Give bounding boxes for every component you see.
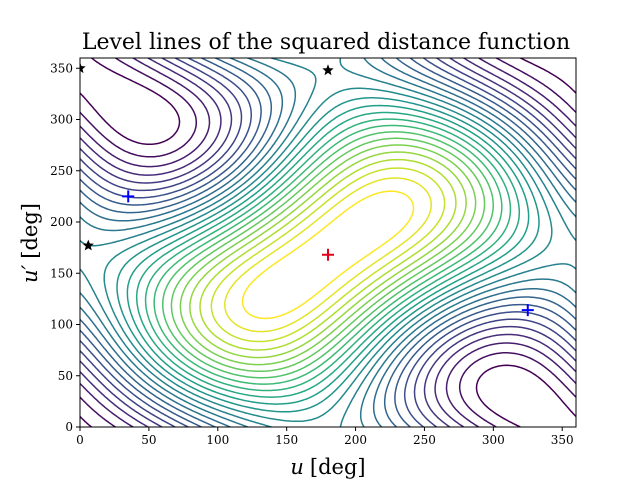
y-tick-label: 250	[50, 164, 73, 178]
x-axis-label: u [deg]	[290, 455, 365, 479]
contour-line	[80, 58, 576, 427]
contour-line	[224, 177, 432, 333]
y-tick-label: 350	[50, 61, 73, 75]
y-tick-label: 300	[50, 113, 73, 127]
contour-line	[135, 111, 521, 398]
x-tick-label: 350	[551, 433, 574, 447]
contour-line	[80, 58, 576, 427]
contour-line	[162, 131, 494, 379]
contour-line	[80, 58, 576, 427]
y-tick-label: 150	[50, 266, 73, 280]
plot-frame	[79, 57, 577, 428]
contour-line	[103, 87, 553, 423]
y-tick-label: 0	[65, 420, 73, 434]
contour-line	[80, 58, 576, 427]
x-axis-ticks: 0 50 100 150 200 250 300 350	[76, 427, 574, 447]
contour-line	[210, 167, 446, 343]
contour-line	[199, 158, 457, 351]
contour-line	[170, 137, 486, 373]
contour-line	[80, 58, 576, 427]
y-axis-variable: u′	[18, 264, 42, 283]
x-tick-label: 150	[275, 433, 298, 447]
contour-line	[153, 124, 503, 385]
y-axis-ticks: 0 50 100 150 200 250 300 350	[50, 61, 80, 434]
maximum-marker	[322, 248, 334, 261]
x-axis-variable: u	[290, 455, 304, 479]
x-tick-label: 250	[413, 433, 436, 447]
y-tick-label: 100	[50, 318, 73, 332]
contour-line	[80, 58, 576, 427]
x-tick-label: 50	[141, 433, 156, 447]
y-axis-unit: [deg]	[18, 203, 42, 259]
contour-line	[241, 190, 415, 320]
critical-point-star-marker	[82, 239, 94, 251]
local-minimum-marker	[521, 304, 534, 317]
critical-point-star-marker	[322, 64, 334, 76]
x-tick-label: 300	[482, 433, 505, 447]
contour-line	[189, 151, 467, 359]
contour-lines	[80, 58, 576, 427]
contour-line	[80, 58, 576, 427]
contour-line	[80, 58, 576, 427]
markers	[80, 62, 534, 317]
x-tick-label: 100	[206, 433, 229, 447]
local-minimum-marker	[122, 190, 135, 203]
y-tick-label: 50	[58, 369, 73, 383]
x-tick-label: 200	[344, 433, 367, 447]
chart-title: Level lines of the squared distance func…	[82, 30, 570, 55]
contour-line	[179, 144, 477, 366]
critical-point-star-marker	[80, 62, 86, 74]
x-tick-label: 0	[76, 433, 84, 447]
y-tick-label: 200	[50, 215, 73, 229]
y-axis-label: u′ [deg]	[18, 203, 42, 283]
x-axis-unit: [deg]	[310, 455, 366, 479]
contour-line	[144, 118, 512, 392]
contour-line	[126, 104, 530, 405]
contour-line	[116, 97, 540, 413]
